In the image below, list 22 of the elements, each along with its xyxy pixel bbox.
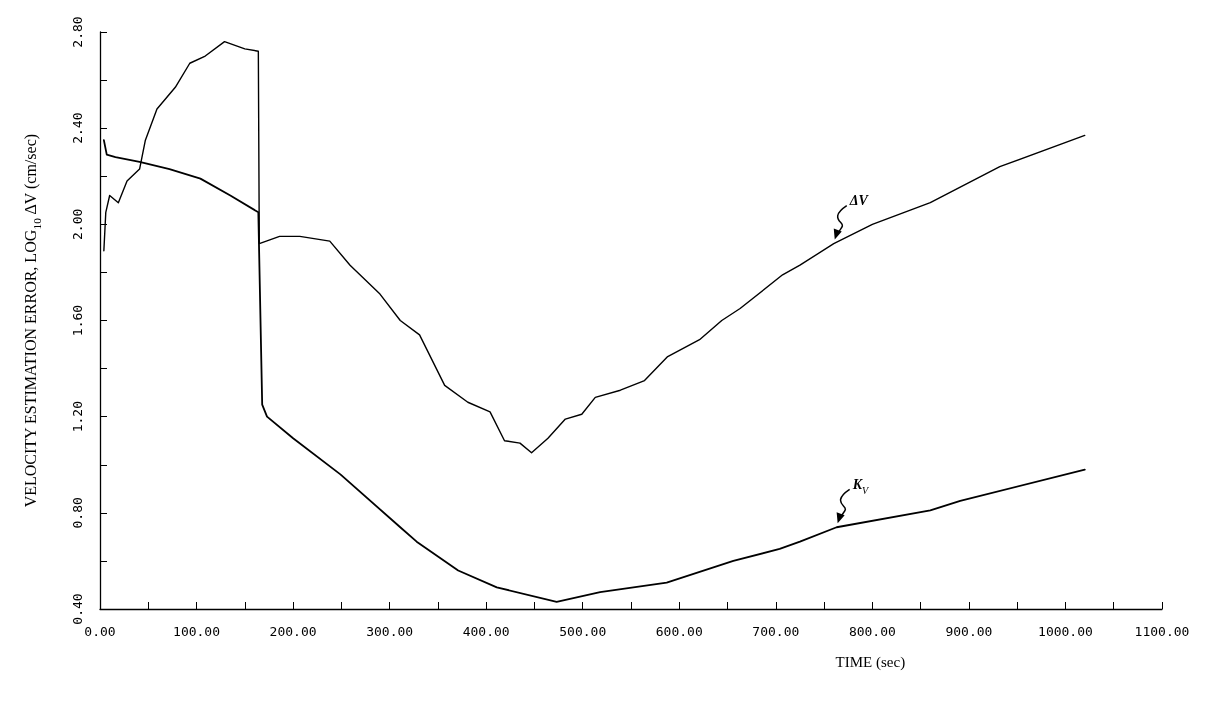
- y-axis-title: VELOCITY ESTIMATION ERROR, LOG10 ΔV (cm/sec): [21, 133, 43, 508]
- x-tick-label: 800.00: [848, 624, 896, 639]
- x-tick-label: 1000.00: [1038, 624, 1093, 639]
- x-tick-label: 100.00: [173, 624, 221, 639]
- y-tick-label: 1.20: [70, 401, 85, 433]
- x-tick-label: 300.00: [366, 624, 414, 639]
- y-tick-label: 2.00: [70, 208, 85, 240]
- y-tick-label: 1.60: [70, 304, 85, 337]
- x-tick-label: 0.00: [84, 624, 116, 639]
- y-tick-label: 2.40: [70, 112, 85, 144]
- y-tick-label: 0.40: [70, 593, 85, 625]
- x-tick-label: 500.00: [559, 624, 607, 639]
- x-tick-label: 700.00: [752, 624, 800, 639]
- y-tick-label: 0.80: [70, 497, 85, 529]
- x-tick-label: 900.00: [945, 624, 993, 639]
- x-tick-label: 400.00: [462, 624, 510, 639]
- x-axis-title: TIME (sec): [835, 653, 906, 671]
- annotation: ΔV: [848, 193, 870, 209]
- x-tick-label: 600.00: [655, 624, 703, 639]
- x-tick-label: 1100.00: [1134, 624, 1190, 639]
- y-tick-label: 2.80: [70, 16, 85, 48]
- x-tick-label: 200.00: [269, 624, 317, 639]
